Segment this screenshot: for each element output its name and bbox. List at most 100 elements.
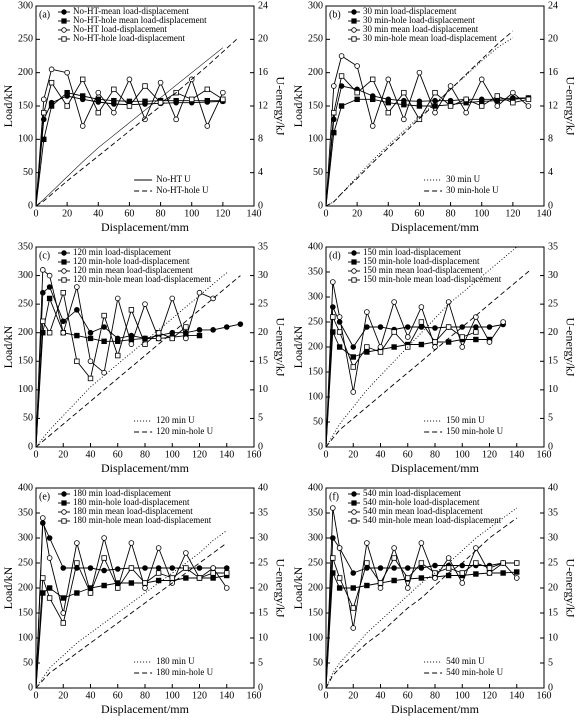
legend-marker <box>61 259 67 265</box>
marker <box>101 369 107 376</box>
legend-label: 540 min-hole load-displacement <box>363 497 480 507</box>
marker <box>514 560 520 566</box>
marker <box>74 332 80 339</box>
legend-label: 150 min-hole mean load-displacement <box>363 274 502 284</box>
x-tick-label: 120 <box>192 690 207 701</box>
y2-tick-label: 10 <box>258 384 268 395</box>
y-tick-label: 50 <box>23 413 33 424</box>
marker <box>220 89 226 96</box>
y2-tick-label: 5 <box>548 413 553 424</box>
marker <box>46 295 53 302</box>
x-tick-label: 60 <box>414 208 424 219</box>
marker <box>64 89 70 96</box>
y-axis-label: Load/kN <box>1 84 15 127</box>
marker <box>80 93 86 99</box>
marker <box>223 565 230 571</box>
x-tick-label: 160 <box>537 690 552 701</box>
marker <box>41 109 47 116</box>
marker <box>48 66 55 73</box>
y-tick-label: 200 <box>18 67 33 78</box>
marker <box>479 98 485 105</box>
marker <box>142 580 148 586</box>
legend-label: 30 min-hole mean load-displacement <box>363 33 497 43</box>
legend-label: 540 min-hole mean load-displacement <box>363 515 502 525</box>
marker <box>169 575 175 581</box>
marker <box>336 329 343 335</box>
marker <box>46 330 53 336</box>
legend-label: 120 min-hole U <box>156 426 213 436</box>
marker <box>60 290 66 296</box>
marker <box>60 565 67 571</box>
marker <box>196 332 203 339</box>
marker <box>46 535 53 541</box>
legend-marker <box>61 491 67 497</box>
marker <box>95 109 101 116</box>
marker <box>60 318 67 325</box>
marker <box>364 560 370 566</box>
marker <box>486 570 493 576</box>
marker <box>87 335 94 342</box>
marker <box>330 505 336 511</box>
marker <box>183 335 189 342</box>
marker <box>459 570 465 576</box>
y2-tick-label: 4 <box>258 167 263 178</box>
marker <box>473 545 479 551</box>
legend-marker <box>351 491 357 497</box>
marker <box>196 575 203 581</box>
legend-label: No-HT load-displacement <box>73 24 168 34</box>
y-tick-label: 300 <box>18 532 33 543</box>
marker <box>183 575 189 581</box>
x-tick-label: 20 <box>58 690 68 701</box>
marker <box>101 567 107 574</box>
marker <box>336 319 343 325</box>
y2-axis-label: U-energy/kJ <box>563 558 577 617</box>
y2-tick-label: 15 <box>258 356 268 367</box>
y-tick-label: 150 <box>308 607 323 618</box>
marker <box>155 545 162 551</box>
y2-tick-label: 30 <box>258 532 268 543</box>
series-line <box>325 55 529 207</box>
y-tick-label: 400 <box>308 241 323 252</box>
y2-tick-label: 25 <box>548 557 558 568</box>
legend-label: 30 min-hole load-displacement <box>363 15 475 25</box>
marker <box>46 284 53 290</box>
y2-tick-label: 35 <box>548 241 558 252</box>
y-tick-label: 350 <box>18 507 33 518</box>
marker <box>445 339 452 345</box>
marker <box>432 562 438 569</box>
x-tick-label: 20 <box>352 208 362 219</box>
marker <box>370 96 376 103</box>
y-tick-label: 350 <box>308 507 323 518</box>
legend-marker <box>351 509 357 515</box>
series-line <box>325 30 514 207</box>
legend-label: 150 min mean load-displacement <box>363 265 483 275</box>
y-tick-label: 100 <box>18 134 33 145</box>
y-tick-label: 200 <box>308 67 323 78</box>
marker <box>364 582 370 589</box>
y-axis-label: Load/kN <box>1 325 15 368</box>
y-tick-label: 300 <box>18 0 33 11</box>
marker <box>111 97 117 104</box>
y-tick-label: 250 <box>18 298 33 309</box>
y-tick-label: 150 <box>18 607 33 618</box>
marker <box>95 96 101 103</box>
marker <box>513 575 520 581</box>
legend-label: 150 min load-displacement <box>363 247 461 257</box>
y2-tick-label: 35 <box>548 507 558 518</box>
legend-label: No-HT U <box>156 174 191 184</box>
marker <box>46 595 53 601</box>
marker <box>157 99 164 106</box>
legend-marker <box>351 277 357 283</box>
marker <box>128 341 135 347</box>
marker <box>418 304 425 310</box>
panel: 0 20 40 60 80 100 120 140 1600501001502002503003… <box>291 482 578 715</box>
marker <box>418 540 425 546</box>
marker <box>74 590 80 596</box>
legend-marker <box>61 27 67 33</box>
x-tick-label: 100 <box>184 208 199 219</box>
y2-tick-label: 15 <box>258 607 268 618</box>
y-tick-label: 200 <box>308 341 323 352</box>
marker <box>210 327 216 333</box>
panel-label: (b) <box>329 9 341 20</box>
marker <box>350 585 356 591</box>
